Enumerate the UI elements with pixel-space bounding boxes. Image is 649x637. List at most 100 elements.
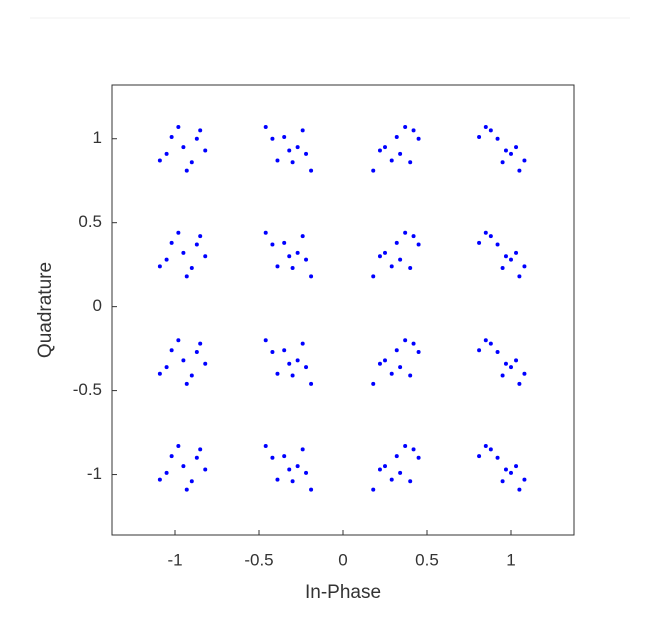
point [398,470,403,475]
point [371,487,376,492]
point [203,361,208,366]
point [169,135,174,140]
point [398,257,403,262]
point [389,371,394,376]
y-tick-label: 1 [93,128,102,147]
point [408,160,413,165]
point [403,124,408,129]
point [483,338,488,343]
point [181,250,186,255]
point [416,242,421,247]
point [184,274,189,279]
point [304,470,309,475]
point [495,136,500,141]
point [270,136,275,141]
point [309,381,314,386]
point [477,454,482,459]
point [477,135,482,140]
point [517,487,522,492]
point [300,234,305,239]
point [509,365,513,370]
point [503,254,508,259]
point [517,168,522,173]
point [389,158,394,163]
point [176,124,181,129]
point [169,454,174,459]
point [275,371,280,376]
point [194,242,199,247]
point [483,444,488,449]
x-tick-label: 0.5 [415,550,439,569]
point [270,349,275,354]
point [300,341,305,346]
point [371,274,376,279]
point [408,373,413,378]
point [275,158,280,163]
point [176,444,181,449]
point [198,341,203,346]
point [416,349,421,354]
point [275,477,280,482]
point [394,135,399,140]
point [411,447,416,452]
point [371,381,376,386]
point [522,477,527,482]
y-tick-label: 0.5 [78,212,102,231]
point [500,479,505,484]
point [184,168,189,173]
x-tick-label: 1 [506,550,515,569]
point [164,365,169,370]
point [503,467,508,472]
point [411,341,416,346]
point [189,373,194,378]
point [198,234,203,239]
point [509,257,513,262]
point [522,158,527,163]
point [282,348,287,353]
point [287,467,292,472]
point [287,361,292,366]
point [189,266,194,271]
x-axis-label: In-Phase [305,582,381,603]
point [500,266,505,271]
point [290,160,295,165]
point [164,257,169,262]
point [263,444,268,449]
point [287,148,292,153]
point [398,151,403,156]
y-tick-label: 0 [93,296,102,315]
point [509,151,513,156]
point [169,240,174,245]
point [416,136,421,141]
point [282,454,287,459]
point [295,358,300,363]
point [488,341,493,346]
point [514,145,519,150]
point [203,254,208,259]
point [270,242,275,247]
point [517,274,522,279]
point [304,257,309,262]
point [203,148,208,153]
point [189,479,194,484]
point [309,487,314,492]
point [263,338,268,343]
point [282,240,287,245]
point [189,160,194,165]
point [383,464,387,469]
point [483,124,488,129]
point [394,240,399,245]
point [295,464,300,469]
point [275,264,280,269]
point [194,349,199,354]
point [309,274,314,279]
point [157,158,162,163]
plot-area [111,84,575,536]
point [194,136,199,141]
point [371,168,376,173]
point [514,250,519,255]
point [416,455,421,460]
point [503,361,508,366]
point [295,250,300,255]
point [403,230,408,235]
